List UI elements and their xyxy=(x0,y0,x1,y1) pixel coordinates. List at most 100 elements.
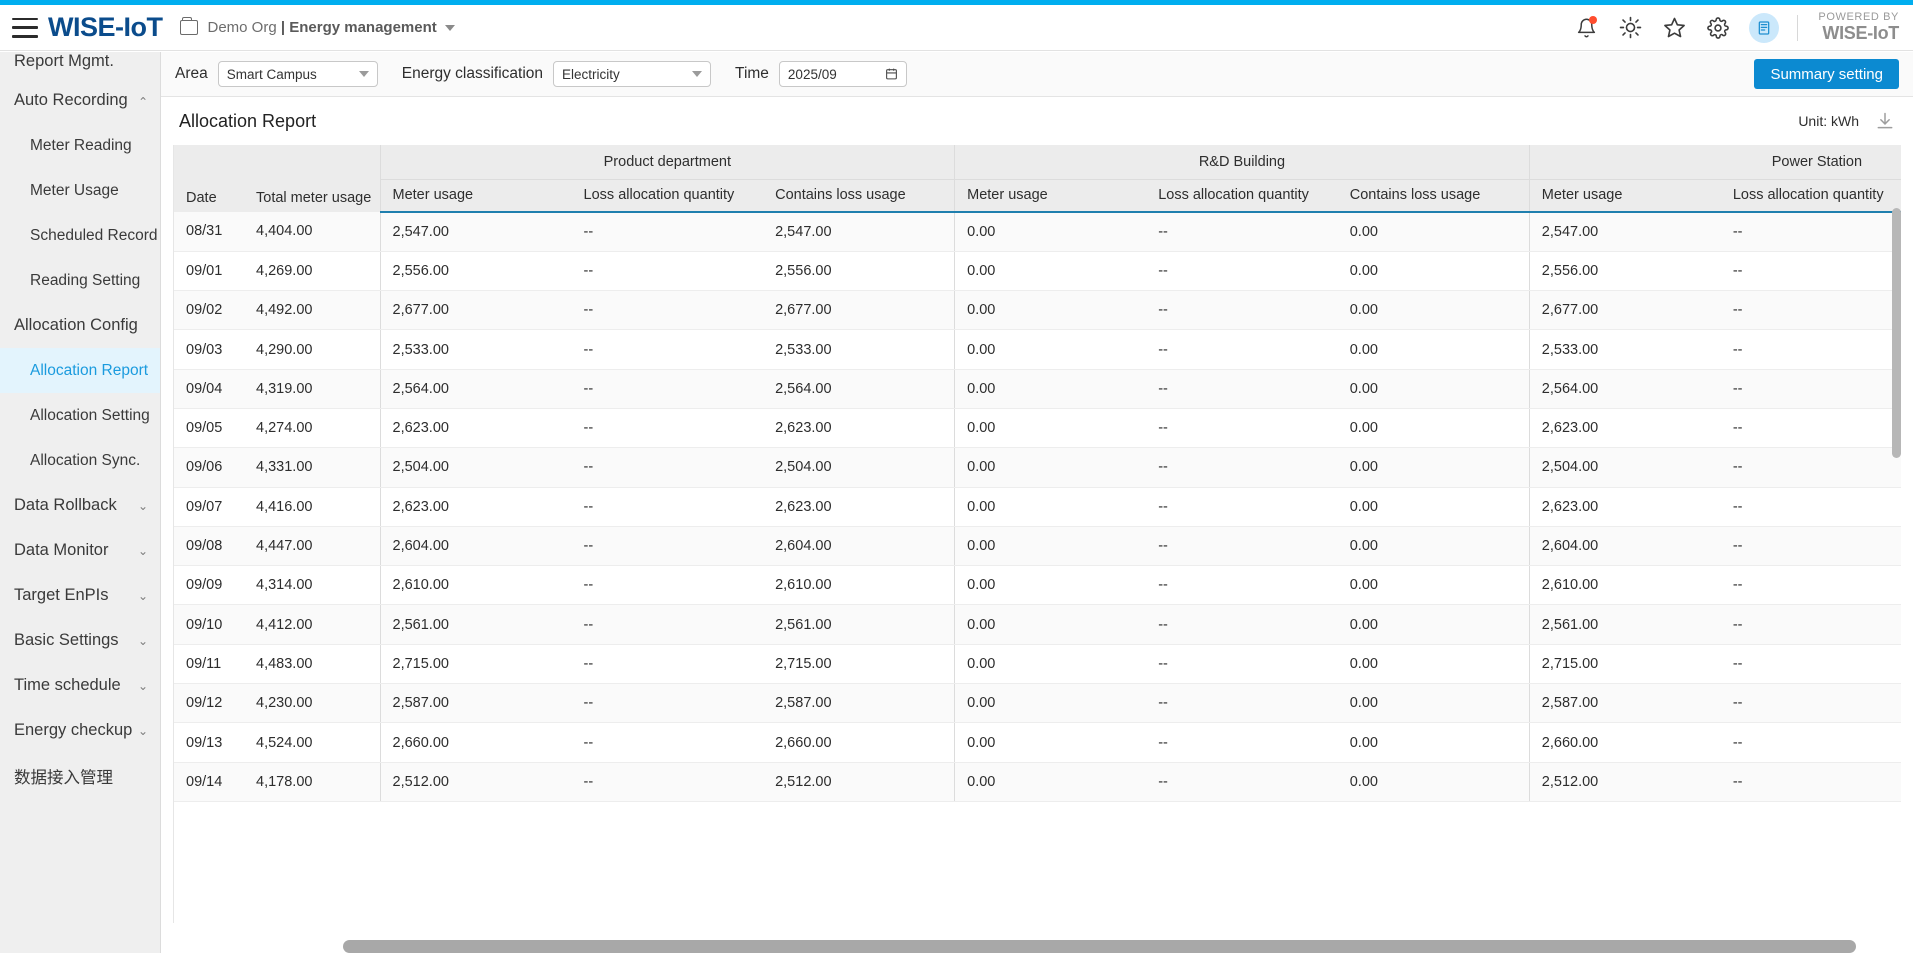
sidebar-item-数据接入管理[interactable]: 数据接入管理 xyxy=(0,753,160,798)
table-row[interactable]: 09/07 4,416.00 2,623.00 -- 2,623.00 0.00 -- 0.0… xyxy=(174,487,1901,527)
cell-date: 09/04 xyxy=(174,369,244,409)
sidebar-item-scheduled-record[interactable]: Scheduled Record xyxy=(0,213,160,258)
table-row[interactable]: 09/10 4,412.00 2,561.00 -- 2,561.00 0.00 -- 0.0… xyxy=(174,604,1901,645)
report-table-viewport[interactable]: Date Total meter usage Product departmen… xyxy=(173,145,1901,923)
sidebar-item-allocation-report[interactable]: Allocation Report xyxy=(0,348,160,393)
cell-power-station-meter-usage: 2,660.00 xyxy=(1528,722,1721,763)
area-select[interactable]: Smart Campus xyxy=(217,61,378,87)
horizontal-scrollbar[interactable] xyxy=(343,940,1913,953)
cell-power-station-loss-allocation-quantity: -- xyxy=(1720,644,1901,685)
sidebar-item-label: Report Mgmt. xyxy=(14,52,114,70)
cell-total-meter-usage: 4,178.00 xyxy=(244,762,380,802)
summary-setting-button[interactable]: Summary setting xyxy=(1754,59,1899,89)
time-month-picker[interactable]: 2025/09 xyxy=(778,61,907,87)
cell-power-station-loss-allocation-quantity: -- xyxy=(1720,487,1901,527)
sidebar-item-meter-usage[interactable]: Meter Usage xyxy=(0,168,160,213)
cell-rd-building-contains-loss-usage: 0.00 xyxy=(1337,408,1530,449)
brightness-icon[interactable] xyxy=(1617,15,1643,41)
table-row[interactable]: 09/02 4,492.00 2,677.00 -- 2,677.00 0.00 -- 0.0… xyxy=(174,290,1901,331)
cell-power-station-loss-allocation-quantity: -- xyxy=(1720,329,1901,370)
table-row[interactable]: 09/12 4,230.00 2,587.00 -- 2,587.00 0.00 -- 0.0… xyxy=(174,683,1901,724)
sidebar-item-label: Auto Recording xyxy=(14,91,128,109)
menu-toggle-icon[interactable] xyxy=(12,17,38,38)
cell-rd-building-contains-loss-usage: 0.00 xyxy=(1337,290,1530,331)
cell-product-department-loss-allocation-quantity: -- xyxy=(571,290,764,331)
col-header-product-department-meter-usage[interactable]: Meter usage xyxy=(379,179,572,213)
cell-product-department-loss-allocation-quantity: -- xyxy=(571,408,764,449)
chevron-down-icon: ⌄ xyxy=(137,588,148,603)
allocation-report-table: Date Total meter usage Product departmen… xyxy=(174,145,1901,802)
sidebar-item-reading-setting[interactable]: Reading Setting xyxy=(0,258,160,303)
sidebar-item-label: Basic Settings xyxy=(14,631,119,649)
cell-power-station-loss-allocation-quantity: -- xyxy=(1720,408,1901,449)
energy-classification-label: Energy classification xyxy=(401,65,544,82)
cell-product-department-meter-usage: 2,504.00 xyxy=(379,447,572,488)
cell-rd-building-meter-usage: 0.00 xyxy=(954,408,1147,449)
sidebar-item-allocation-config[interactable]: Allocation Config xyxy=(0,303,160,348)
sidebar-item-energy-checkup[interactable]: Energy checkup ⌄ xyxy=(0,708,160,753)
col-header-date[interactable]: Date xyxy=(174,145,244,212)
table-row[interactable]: 08/31 4,404.00 2,547.00 -- 2,547.00 0.00 -- 0.0… xyxy=(174,212,1901,252)
horizontal-scrollbar-thumb[interactable] xyxy=(343,940,1856,953)
star-icon[interactable] xyxy=(1661,15,1687,41)
table-row[interactable]: 09/05 4,274.00 2,623.00 -- 2,623.00 0.00 -- 0.0… xyxy=(174,408,1901,449)
col-header-rd-building-loss-allocation-quantity[interactable]: Loss allocation quantity xyxy=(1146,179,1338,213)
sidebar-item-allocation-sync[interactable]: Allocation Sync. xyxy=(0,438,160,483)
cell-rd-building-meter-usage: 0.00 xyxy=(954,762,1147,802)
table-sub-header-row: Meter usage Loss allocation quantity Conta… xyxy=(174,179,1901,213)
col-header-product-department-contains-loss-usage[interactable]: Contains loss usage xyxy=(763,179,955,213)
brand-logo: WISE-IoT xyxy=(48,12,163,42)
col-header-rd-building-meter-usage[interactable]: Meter usage xyxy=(954,179,1147,213)
col-header-power-station-loss-allocation-quantity[interactable]: Loss allocation quantity xyxy=(1720,179,1901,213)
sidebar-item-label: Meter Reading xyxy=(30,136,132,154)
chevron-up-icon: ⌄ xyxy=(137,93,148,108)
cell-power-station-meter-usage: 2,564.00 xyxy=(1528,369,1721,409)
col-header-rd-building-contains-loss-usage[interactable]: Contains loss usage xyxy=(1337,179,1530,213)
cell-rd-building-loss-allocation-quantity: -- xyxy=(1146,644,1338,685)
col-header-product-department-loss-allocation-quantity[interactable]: Loss allocation quantity xyxy=(571,179,764,213)
col-header-total-meter-usage[interactable]: Total meter usage xyxy=(244,145,380,212)
cell-rd-building-contains-loss-usage: 0.00 xyxy=(1337,212,1530,252)
table-row[interactable]: 09/11 4,483.00 2,715.00 -- 2,715.00 0.00 -- 0.0… xyxy=(174,644,1901,685)
cell-rd-building-meter-usage: 0.00 xyxy=(954,487,1147,527)
sidebar-item-data-rollback[interactable]: Data Rollback ⌄ xyxy=(0,483,160,528)
table-row[interactable]: 09/08 4,447.00 2,604.00 -- 2,604.00 0.00 -- 0.0… xyxy=(174,526,1901,567)
table-row[interactable]: 09/14 4,178.00 2,512.00 -- 2,512.00 0.00 -- 0.0… xyxy=(174,762,1901,802)
table-row[interactable]: 09/03 4,290.00 2,533.00 -- 2,533.00 0.00 -- 0.0… xyxy=(174,329,1901,370)
bell-icon[interactable] xyxy=(1573,15,1599,41)
table-row[interactable]: 09/09 4,314.00 2,610.00 -- 2,610.00 0.00 -- 0.0… xyxy=(174,565,1901,606)
download-icon[interactable] xyxy=(1875,111,1895,131)
cell-total-meter-usage: 4,230.00 xyxy=(244,683,380,724)
app-icon[interactable] xyxy=(1749,12,1780,43)
org-breadcrumb[interactable]: Demo Org | Energy management xyxy=(207,19,436,36)
table-row[interactable]: 09/13 4,524.00 2,660.00 -- 2,660.00 0.00 -- 0.0… xyxy=(174,722,1901,763)
cell-date: 09/14 xyxy=(174,762,244,802)
cell-total-meter-usage: 4,314.00 xyxy=(244,565,380,606)
sidebar-item-data-monitor[interactable]: Data Monitor ⌄ xyxy=(0,528,160,573)
sidebar-item-allocation-setting[interactable]: Allocation Setting xyxy=(0,393,160,438)
cell-date: 09/02 xyxy=(174,290,244,331)
chevron-down-icon[interactable] xyxy=(444,24,455,31)
sidebar-item-auto-recording[interactable]: Auto Recording ⌄ xyxy=(0,78,160,123)
cell-rd-building-meter-usage: 0.00 xyxy=(954,369,1147,409)
table-row[interactable]: 09/04 4,319.00 2,564.00 -- 2,564.00 0.00 -- 0.0… xyxy=(174,369,1901,409)
sidebar-item-basic-settings[interactable]: Basic Settings ⌄ xyxy=(0,618,160,663)
sidebar-item-time-schedule[interactable]: Time schedule ⌄ xyxy=(0,663,160,708)
cell-date: 09/13 xyxy=(174,722,244,763)
table-body: 08/31 4,404.00 2,547.00 -- 2,547.00 0.00 -- 0.0… xyxy=(174,212,1901,802)
sidebar-item-report-mgmt[interactable]: Report Mgmt. xyxy=(0,52,160,78)
cell-product-department-meter-usage: 2,556.00 xyxy=(379,251,572,292)
cell-product-department-contains-loss-usage: 2,623.00 xyxy=(763,408,955,449)
sidebar-item-meter-reading[interactable]: Meter Reading xyxy=(0,123,160,168)
header-actions: POWERED BY WISE-IoT xyxy=(1573,12,1913,43)
table-row[interactable]: 09/06 4,331.00 2,504.00 -- 2,504.00 0.00 -- 0.0… xyxy=(174,447,1901,488)
gear-icon[interactable] xyxy=(1705,15,1731,41)
vertical-scrollbar-thumb[interactable] xyxy=(1892,208,1901,458)
sidebar-item-target-enpis[interactable]: Target EnPIs ⌄ xyxy=(0,573,160,618)
table-row[interactable]: 09/01 4,269.00 2,556.00 -- 2,556.00 0.00 -- 0.0… xyxy=(174,251,1901,292)
energy-classification-select[interactable]: Electricity xyxy=(553,61,712,87)
cell-power-station-meter-usage: 2,547.00 xyxy=(1528,212,1721,252)
col-header-power-station-meter-usage[interactable]: Meter usage xyxy=(1528,179,1721,213)
vertical-scrollbar[interactable] xyxy=(1892,145,1901,923)
cell-power-station-meter-usage: 2,533.00 xyxy=(1528,329,1721,370)
